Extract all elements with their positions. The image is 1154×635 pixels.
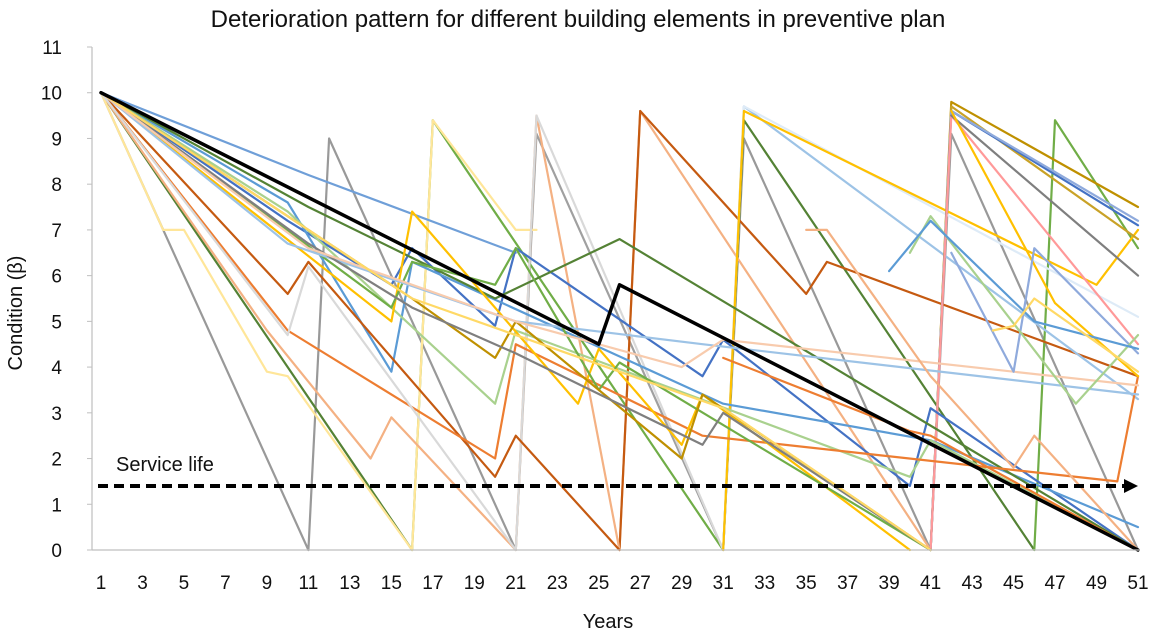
series-line-31	[99, 91, 517, 552]
x-tick-label: 31	[713, 573, 734, 594]
y-tick-label: 11	[42, 38, 62, 59]
x-tick-label: 47	[1044, 573, 1065, 594]
series-line-40	[99, 91, 932, 552]
x-tick-label: 35	[796, 573, 817, 594]
x-tick-label: 5	[179, 573, 190, 594]
series-line-37	[99, 91, 932, 552]
y-tick-label: 1	[51, 495, 62, 516]
x-tick-label: 3	[137, 573, 148, 594]
y-axis-title: Condition (β)	[5, 256, 27, 371]
y-tick-label: 10	[41, 84, 62, 105]
series-line-0	[99, 90, 1140, 552]
x-tick-label: 25	[588, 573, 609, 594]
x-tick-label: 19	[464, 573, 485, 594]
x-tick-label: 29	[671, 573, 692, 594]
x-tick-label: 15	[381, 573, 402, 594]
series-line-23	[950, 114, 1140, 277]
y-tick-label: 7	[51, 221, 62, 242]
x-tick-label: 7	[220, 573, 231, 594]
series-line-30	[99, 91, 1140, 483]
y-tick-label: 2	[51, 450, 62, 471]
series-layer	[99, 90, 1140, 552]
x-tick-label: 39	[879, 573, 900, 594]
service-life-arrowhead	[1124, 478, 1138, 493]
y-tick-label: 0	[51, 541, 62, 562]
series-line-34	[99, 91, 932, 552]
x-tick-label: 17	[422, 573, 443, 594]
y-tick-label: 9	[51, 129, 62, 150]
x-tick-label: 9	[262, 573, 273, 594]
y-tick-label: 8	[51, 175, 62, 196]
x-tick-label: 45	[1003, 573, 1024, 594]
x-tick-label: 41	[920, 573, 941, 594]
series-line-28	[99, 91, 1140, 552]
x-tick-label: 37	[837, 573, 858, 594]
y-tick-label: 4	[51, 358, 62, 379]
x-tick-label: 49	[1086, 573, 1107, 594]
x-axis-title: Years	[583, 611, 633, 633]
series-line-2	[307, 137, 517, 552]
x-tick-label: 51	[1127, 573, 1148, 594]
chart-title: Deterioration pattern for different buil…	[211, 6, 946, 33]
y-tick-label: 3	[51, 404, 62, 425]
x-tick-label: 27	[630, 573, 651, 594]
series-line-45	[805, 228, 1140, 552]
x-tick-label: 11	[299, 573, 319, 594]
x-tick-label: 23	[547, 573, 568, 594]
y-tick-label: 5	[51, 312, 62, 333]
y-axis-ticks: 0 1 2 3 4 5 6 7 8 9 10 11	[41, 38, 92, 562]
series-line-29	[99, 91, 621, 552]
series-line-38	[99, 91, 517, 552]
series-line-14	[514, 114, 725, 552]
x-axis-ticks: 1 3 5 7 9 11 13 15 17 19 21 23 25 27 29 31 33 35 37 39 41 43 4…	[96, 573, 1149, 594]
service-life-label: Service life	[116, 454, 214, 476]
series-line-12	[618, 109, 1140, 552]
x-tick-label: 21	[505, 573, 526, 594]
x-tick-label: 33	[754, 573, 775, 594]
x-tick-label: 43	[962, 573, 983, 594]
series-line-46	[722, 356, 1140, 552]
y-tick-label: 6	[51, 267, 62, 288]
series-line-33	[99, 91, 414, 552]
series-line-47	[991, 297, 1140, 373]
x-tick-label: 1	[96, 573, 107, 594]
series-line-32	[99, 91, 912, 552]
x-tick-label: 13	[339, 573, 360, 594]
series-line-24	[99, 91, 517, 254]
